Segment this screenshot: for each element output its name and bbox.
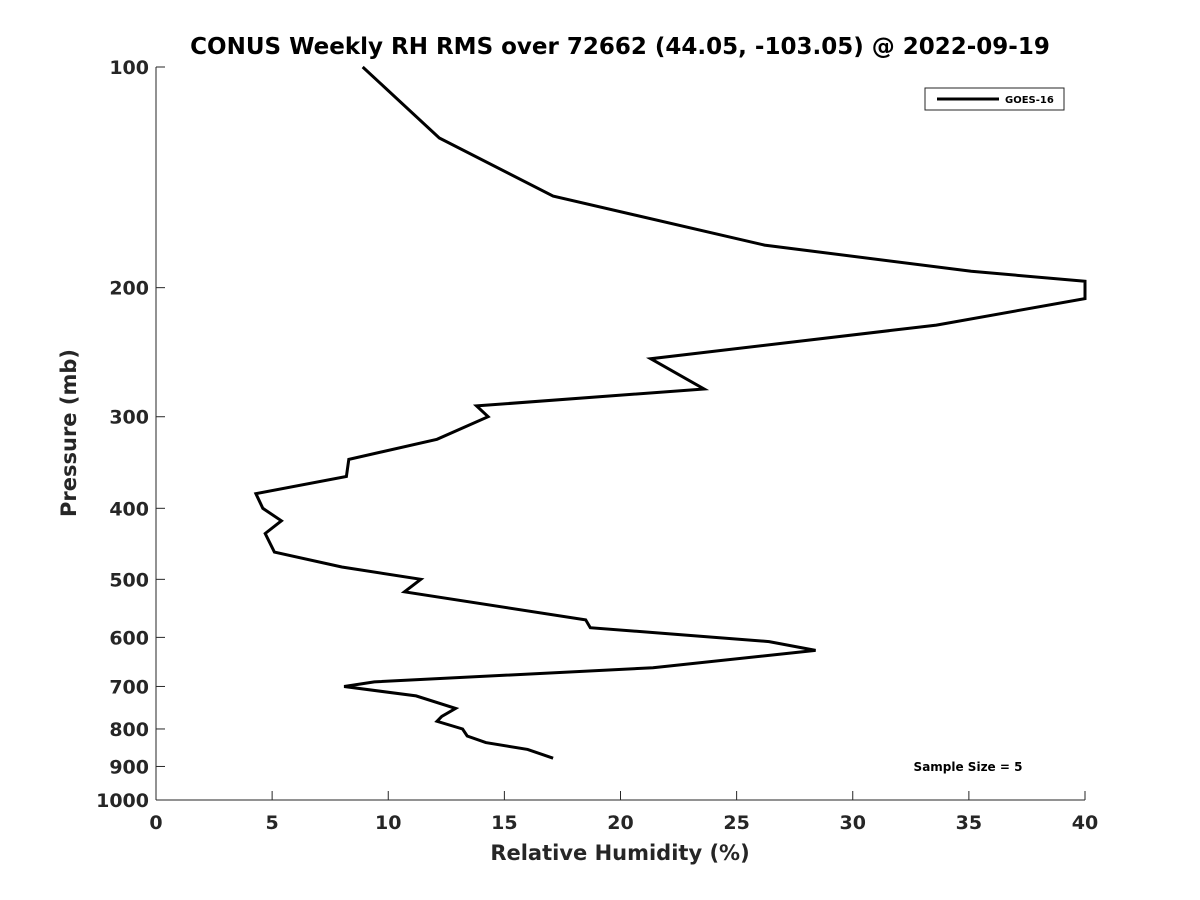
y-tick-label: 1000 bbox=[96, 790, 149, 812]
y-tick-label: 900 bbox=[109, 756, 149, 778]
x-tick-label: 35 bbox=[956, 812, 982, 834]
y-tick-label: 800 bbox=[109, 719, 149, 741]
y-tick-label: 500 bbox=[109, 569, 149, 591]
x-tick-label: 10 bbox=[375, 812, 401, 834]
x-ticks: 0 5 10 15 20 25 30 35 40 bbox=[149, 791, 1098, 834]
y-tick-label: 100 bbox=[109, 57, 149, 79]
series-layer bbox=[253, 65, 1087, 760]
x-tick-label: 5 bbox=[266, 812, 279, 834]
y-tick-label: 700 bbox=[109, 676, 149, 698]
y-tick-label: 600 bbox=[109, 627, 149, 649]
x-axis-label: Relative Humidity (%) bbox=[490, 841, 749, 865]
x-tick-label: 20 bbox=[607, 812, 633, 834]
x-tick-label: 25 bbox=[723, 812, 749, 834]
y-axis-label: Pressure (mb) bbox=[57, 349, 81, 517]
legend: GOES-16 bbox=[924, 87, 1065, 111]
x-tick-label: 40 bbox=[1072, 812, 1098, 834]
series-line-goes-16 bbox=[253, 65, 1087, 760]
y-ticks: 100 200 300 400 500 600 700 800 900 1000 bbox=[96, 57, 165, 812]
y-tick-label: 400 bbox=[109, 498, 149, 520]
x-tick-label: 0 bbox=[149, 812, 162, 834]
legend-label-goes-16: GOES-16 bbox=[1005, 95, 1054, 106]
y-tick-label: 200 bbox=[109, 278, 149, 300]
axes bbox=[155, 67, 1085, 801]
x-tick-label: 30 bbox=[840, 812, 866, 834]
x-tick-label: 15 bbox=[491, 812, 517, 834]
y-tick-label: 300 bbox=[109, 407, 149, 429]
chart-title: CONUS Weekly RH RMS over 72662 (44.05, -… bbox=[190, 34, 1050, 60]
sample-size-annotation: Sample Size = 5 bbox=[914, 760, 1023, 774]
